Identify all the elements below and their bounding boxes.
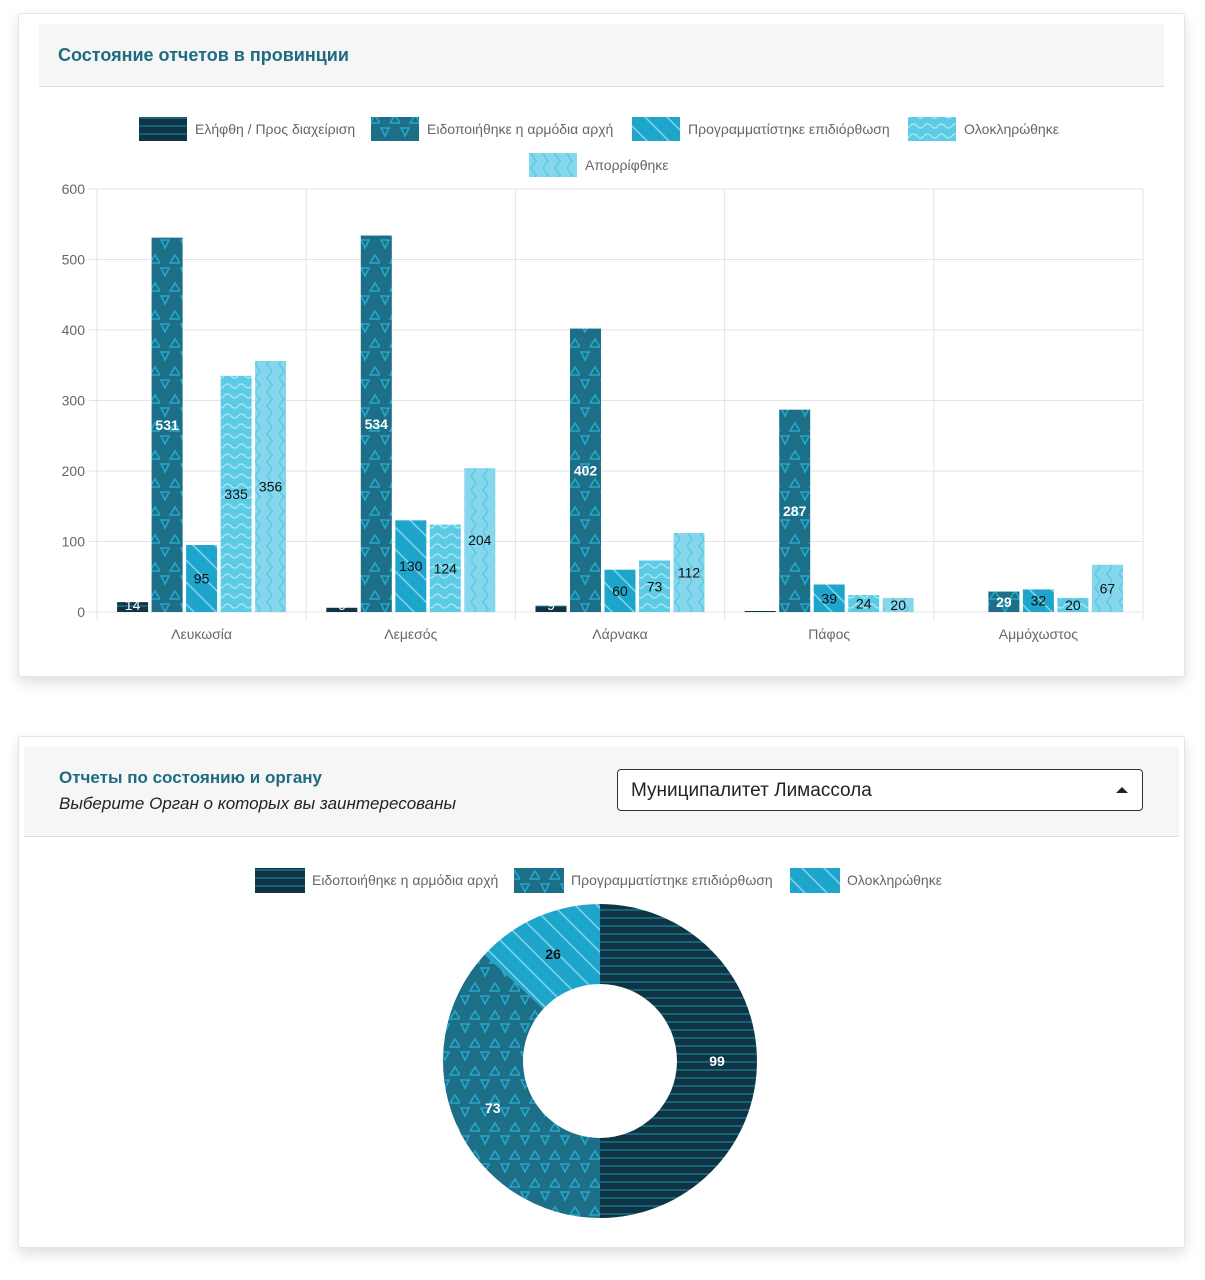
bar — [988, 591, 1020, 612]
bar-value-label: 95 — [194, 571, 210, 587]
bar-value-label: 402 — [574, 462, 598, 478]
y-tick-label: 400 — [62, 322, 86, 338]
bar-value-label: 20 — [890, 597, 906, 613]
legend-swatch — [908, 117, 956, 141]
bar — [255, 361, 287, 612]
bar — [326, 607, 358, 612]
legend-item: Προγραμματίστηκε επιδιόρθωση — [632, 117, 890, 141]
card-title: Состояние отчетов в провинции — [58, 45, 349, 65]
y-tick-label: 600 — [62, 181, 86, 197]
bar — [848, 595, 880, 612]
bar-value-label: 130 — [399, 558, 423, 574]
y-tick-label: 300 — [62, 393, 86, 409]
y-tick-label: 500 — [62, 252, 86, 268]
bar-value-label: 20 — [1065, 597, 1081, 613]
bar-value-label: 29 — [996, 594, 1012, 610]
bar — [429, 524, 461, 612]
bar-value-label: 534 — [365, 416, 389, 432]
authority-select[interactable]: Муниципалитет Лимассола — [617, 769, 1143, 811]
bar-value-label: 73 — [647, 578, 663, 594]
bar — [779, 409, 811, 612]
bar — [1091, 564, 1123, 612]
bar — [395, 520, 427, 612]
card-header: Состояние отчетов в провинции — [39, 24, 1164, 87]
bar-value-label: 39 — [821, 590, 837, 606]
bar — [535, 605, 567, 612]
bar-labels: Λευκωσία 14 531 95 335 356 Λεμεσός 6 534 130 124 20… — [125, 416, 1116, 642]
bar — [1057, 597, 1089, 612]
bar — [744, 611, 776, 612]
card-title: Отчеты по состоянию и органу — [59, 768, 323, 787]
legend-swatch — [529, 153, 577, 177]
legend-swatch — [139, 117, 187, 141]
bar-chart: Ελήφθη / Προς διαχείριση Ειδοποιήθηκε η α… — [62, 117, 1144, 642]
legend-swatch — [632, 117, 680, 141]
bar — [117, 602, 149, 612]
x-tick-label: Λευκωσία — [171, 626, 232, 642]
bar — [813, 584, 845, 612]
bar-value-label: 67 — [1100, 580, 1116, 596]
bar — [220, 375, 252, 612]
bar — [186, 545, 218, 612]
y-tick-label: 200 — [62, 463, 86, 479]
card-header: Отчеты по состоянию и органу Выберите Ор… — [24, 747, 1179, 837]
bar-value-label: 531 — [155, 417, 179, 433]
card-subtitle: Выберите Орган о которых вы заинтересова… — [59, 794, 456, 813]
legend-label: Ειδοποιήθηκε η αρμόδια αρχή — [427, 121, 613, 137]
bar-value-label: 112 — [678, 565, 701, 581]
x-tick-label: Αμμόχωστος — [999, 626, 1079, 642]
bar-value-label: 204 — [468, 532, 492, 548]
legend-label: Απορρίφθηκε — [585, 157, 669, 173]
x-tick-label: Πάφος — [808, 626, 850, 642]
legend-item: Ειδοποιήθηκε η αρμόδια αρχή — [371, 117, 613, 141]
status-authority-card: Отчеты по состоянию и органу Выберите Ор… — [18, 736, 1185, 1248]
bar-value-label: 24 — [856, 596, 872, 612]
bar — [604, 569, 636, 612]
bar-legend: Ελήφθη / Προς διαχείριση Ειδοποιήθηκε η α… — [139, 117, 1059, 177]
bar-value-label: 124 — [434, 560, 458, 576]
legend-item: Ολοκληρώθηκε — [908, 117, 1059, 141]
bar — [1022, 589, 1054, 612]
bar-bars — [117, 235, 1123, 612]
legend-item: Απορρίφθηκε — [529, 153, 669, 177]
legend-label: Ελήφθη / Προς διαχείριση — [195, 121, 355, 137]
caret-up-icon — [1116, 787, 1128, 793]
x-tick-label: Λάρνακα — [592, 626, 647, 642]
bar — [151, 237, 183, 612]
authority-select-value: Муниципалитет Лимассола — [631, 780, 872, 801]
bar-value-label: 287 — [783, 503, 807, 519]
bar-value-label: 60 — [612, 583, 628, 599]
x-tick-label: Λεμεσός — [384, 626, 437, 642]
bar — [360, 235, 392, 612]
legend-label: Προγραμματίστηκε επιδιόρθωση — [688, 121, 890, 137]
bar — [673, 533, 705, 612]
legend-item: Ελήφθη / Προς διαχείριση — [139, 117, 355, 141]
legend-label: Ολοκληρώθηκε — [964, 121, 1059, 137]
legend-swatch — [371, 117, 419, 141]
bar — [464, 468, 496, 612]
bar — [639, 560, 670, 612]
bar-value-label: 9 — [547, 597, 555, 613]
bar-value-label: 356 — [259, 479, 283, 495]
y-tick-label: 0 — [77, 604, 85, 620]
bar-value-label: 32 — [1031, 593, 1047, 609]
bar-value-label: 6 — [338, 597, 346, 613]
y-tick-label: 100 — [62, 534, 86, 550]
bar — [570, 328, 601, 612]
bar-value-label: 335 — [224, 486, 248, 502]
bar-value-label: 14 — [125, 597, 141, 613]
bar — [882, 597, 914, 612]
